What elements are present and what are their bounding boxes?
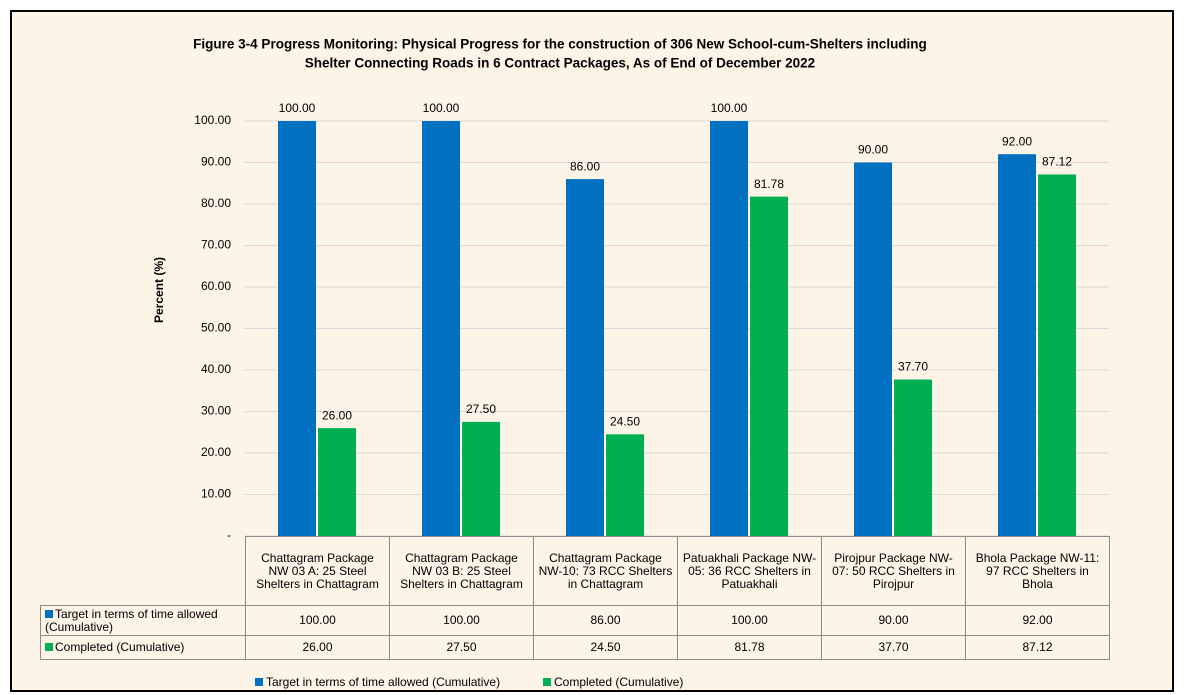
table-row: Target in terms of time allowed (Cumulat… [40, 605, 1110, 636]
legend-key [45, 609, 53, 618]
table-value: 87.12 [965, 635, 1110, 660]
chart-title: Shelter Connecting Roads in 6 Contract P… [305, 56, 815, 71]
table-value: 24.50 [533, 635, 678, 660]
y-tick-label: - [227, 528, 231, 542]
table-value: 27.50 [389, 635, 534, 660]
legend-swatch [255, 678, 263, 686]
y-axis-label: Percent (%) [152, 257, 166, 323]
data-label: 100.00 [711, 101, 748, 115]
legend-key [45, 643, 53, 651]
y-tick-label: 90.00 [201, 155, 231, 169]
bar [318, 428, 356, 536]
data-label: 37.70 [898, 360, 928, 374]
data-label: 100.00 [423, 101, 460, 115]
bar [278, 121, 316, 536]
y-tick-label: 70.00 [201, 238, 231, 252]
bar [1038, 174, 1076, 536]
data-label: 87.12 [1042, 155, 1072, 169]
row-header-text: Target in terms of time allowed (Cumulat… [45, 606, 218, 634]
legend-swatch [543, 678, 551, 686]
bar [998, 154, 1036, 536]
bar [422, 121, 460, 536]
category-label: Chattagram Package NW 03 A: 25 Steel She… [245, 536, 390, 606]
chart-title: Figure 3-4 Progress Monitoring: Physical… [193, 37, 927, 52]
y-tick-label: 50.00 [201, 321, 231, 335]
bar [710, 121, 748, 536]
bar [750, 196, 788, 536]
y-tick-label: 30.00 [201, 404, 231, 418]
y-tick-label: 100.00 [194, 113, 231, 127]
bar [894, 379, 932, 536]
data-label: 81.78 [754, 177, 784, 191]
table-row: Completed (Cumulative) 26.00 27.50 24.50 81.… [40, 635, 1110, 660]
data-label: 26.00 [322, 408, 352, 422]
row-header: Completed (Cumulative) [40, 635, 246, 660]
table-value: 100.00 [389, 605, 534, 636]
data-table: Chattagram Package NW 03 A: 25 Steel She… [40, 536, 1110, 660]
table-value: 26.00 [245, 635, 390, 660]
legend-label: Target in terms of time allowed (Cumulat… [266, 675, 500, 689]
bar [854, 162, 892, 536]
data-label: 86.00 [570, 159, 600, 173]
table-value: 92.00 [965, 605, 1110, 636]
row-header: Target in terms of time allowed (Cumulat… [40, 605, 246, 636]
table-header-row: Chattagram Package NW 03 A: 25 Steel She… [41, 536, 1110, 606]
table-value: 81.78 [677, 635, 822, 660]
category-label: Chattagram Package NW 03 B: 25 Steel She… [389, 536, 534, 606]
legend-label: Completed (Cumulative) [554, 675, 683, 689]
category-label: Pirojpur Package NW-07: 50 RCC Shelters … [821, 536, 966, 606]
data-label: 92.00 [1002, 134, 1032, 148]
bar [566, 179, 604, 536]
category-label: Bhola Package NW-11: 97 RCC Shelters in … [965, 536, 1110, 606]
table-corner [41, 537, 246, 606]
table-value: 100.00 [245, 605, 390, 636]
data-label: 100.00 [279, 101, 316, 115]
category-label: Patuakhali Package NW-05: 36 RCC Shelter… [677, 536, 822, 606]
bar [462, 421, 500, 536]
data-label: 24.50 [610, 414, 640, 428]
bar [606, 434, 644, 536]
data-label: 90.00 [858, 143, 888, 157]
table-value: 90.00 [821, 605, 966, 636]
table-value: 37.70 [821, 635, 966, 660]
table-value: 86.00 [533, 605, 678, 636]
data-label: 27.50 [466, 402, 496, 416]
row-header-text: Completed (Cumulative) [55, 640, 185, 654]
y-tick-label: 60.00 [201, 279, 231, 293]
y-tick-label: 40.00 [201, 362, 231, 376]
y-tick-label: 80.00 [201, 196, 231, 210]
table-value: 100.00 [677, 605, 822, 636]
y-tick-label: 10.00 [201, 487, 231, 501]
y-tick-label: 20.00 [201, 445, 231, 459]
category-label: Chattagram Package NW-10: 73 RCC Shelter… [533, 536, 678, 606]
